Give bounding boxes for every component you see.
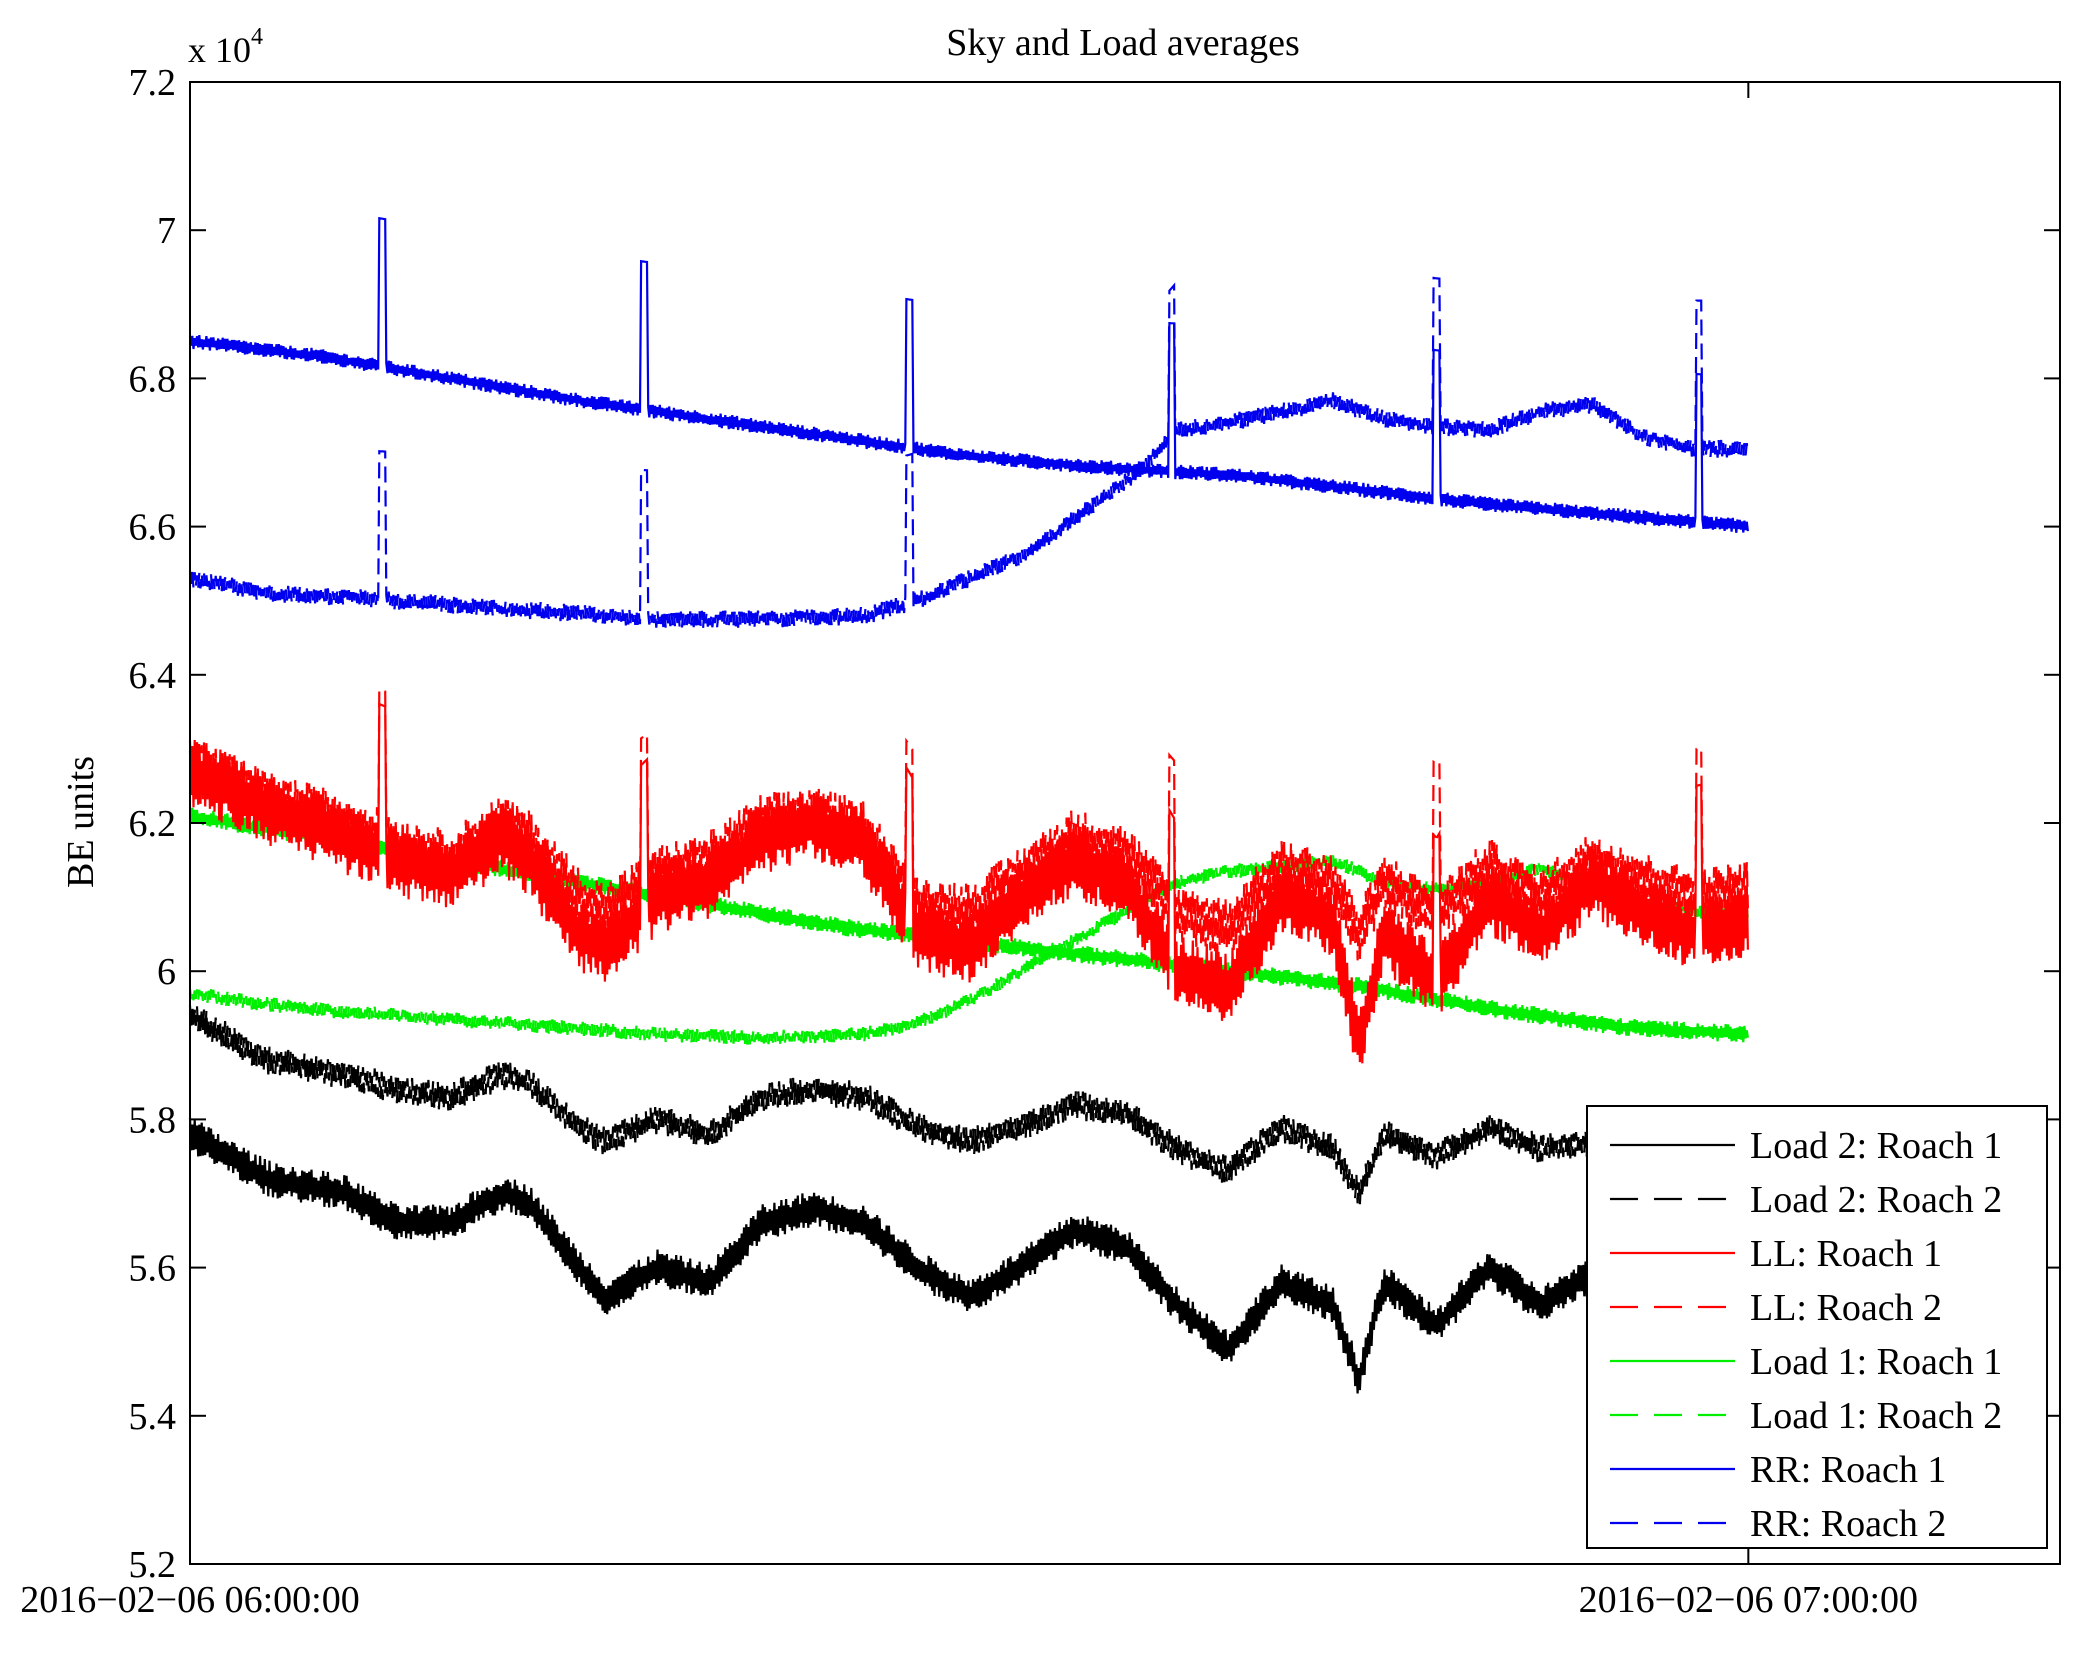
legend-label: Load 1: Roach 1: [1750, 1341, 2002, 1383]
legend-label: LL: Roach 1: [1750, 1233, 1942, 1275]
legend-label: Load 2: Roach 1: [1750, 1125, 2002, 1167]
legend-label: Load 2: Roach 2: [1750, 1179, 2002, 1221]
legend-label: LL: Roach 2: [1750, 1287, 1942, 1329]
x-tick-label: 2016−02−06 06:00:00: [20, 1579, 359, 1621]
y-tick-label: 7: [157, 210, 176, 252]
y-tick-label: 6.8: [129, 358, 177, 400]
y-tick-label: 6: [157, 951, 176, 993]
legend-items: Load 2: Roach 1 Load 2: Roach 2 LL: Roach …: [1610, 1125, 2002, 1545]
y-multiplier: x 104: [188, 24, 263, 70]
series-line: [188, 276, 1749, 628]
tick-layer: 5.2 5.4 5.6 5.8 6 6.2 6.4 6.6 6.8 7 7.2 2016−02−06 …: [20, 62, 2060, 1621]
legend-label: RR: Roach 1: [1750, 1449, 1946, 1491]
series-line: [188, 216, 1749, 533]
y-tick-label: 6.2: [129, 803, 177, 845]
chart-title: Sky and Load averages: [946, 22, 1300, 64]
y-multiplier-exponent: 4: [251, 24, 263, 50]
legend-label: RR: Roach 2: [1750, 1503, 1946, 1545]
legend: Load 2: Roach 1 Load 2: Roach 2 LL: Roach …: [1586, 1105, 2048, 1549]
y-tick-label: 5.4: [129, 1396, 177, 1438]
y-tick-label: 5.8: [129, 1099, 177, 1141]
legend-label: Load 1: Roach 2: [1750, 1395, 2002, 1437]
series-line: [188, 1005, 1749, 1205]
y-tick-label: 6.4: [129, 655, 177, 697]
series-line: [188, 1117, 1749, 1394]
y-multiplier-base: x 10: [188, 30, 251, 70]
y-tick-label: 5.2: [129, 1544, 177, 1586]
y-tick-label: 6.6: [129, 507, 177, 549]
y-axis-label: BE units: [60, 756, 102, 888]
x-tick-label: 2016−02−06 07:00:00: [1579, 1579, 1918, 1621]
series-layer: [188, 216, 1749, 1394]
legend-box: [1586, 1105, 2048, 1549]
y-tick-label: 7.2: [129, 62, 177, 104]
y-tick-label: 5.6: [129, 1248, 177, 1290]
series-line: [188, 702, 1749, 1064]
